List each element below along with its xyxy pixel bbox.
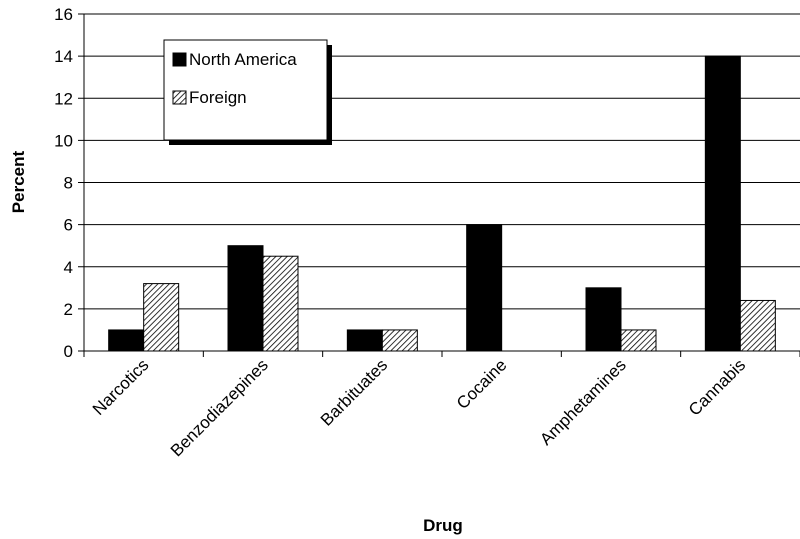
bar-north-america-barbituates — [346, 329, 383, 352]
bar-north-america-cannabis — [704, 55, 741, 352]
y-tick-label: 8 — [64, 174, 73, 193]
y-tick-label: 4 — [64, 258, 73, 277]
bar-foreign-narcotics — [143, 283, 180, 352]
x-tick-label-cocaine: Cocaine — [453, 355, 511, 413]
bars — [108, 55, 776, 352]
y-tick-label: 14 — [54, 47, 73, 66]
bar-north-america-amphetamines — [585, 287, 622, 352]
legend: North America Foreign — [163, 39, 332, 145]
y-tick-label: 12 — [54, 89, 73, 108]
bar-north-america-benzodiazepines — [227, 245, 264, 352]
x-tick-label-benzodiazepines: Benzodiazepines — [167, 355, 272, 460]
x-axis-title: Drug — [423, 516, 463, 535]
x-tick-label-narcotics: Narcotics — [89, 355, 153, 419]
bar-foreign-benzodiazepines — [262, 255, 299, 352]
y-tick-label: 0 — [64, 342, 73, 361]
legend-box — [163, 39, 328, 141]
x-tick-labels: Narcotics Benzodiazepines Barbituates Cocai… — [89, 355, 749, 460]
x-tick-label-cannabis: Cannabis — [685, 355, 749, 419]
bar-north-america-cocaine — [466, 224, 503, 352]
x-tick-label-barbituates: Barbituates — [317, 355, 391, 429]
x-tick-label-amphetamines: Amphetamines — [536, 355, 630, 449]
legend-swatch-north-america — [172, 52, 187, 67]
y-tick-labels: 0 2 4 6 8 10 12 14 16 — [54, 5, 73, 361]
y-tick-label: 16 — [54, 5, 73, 24]
bar-foreign-cannabis — [739, 299, 776, 352]
y-tick-label: 10 — [54, 131, 73, 150]
legend-label-foreign: Foreign — [189, 88, 247, 107]
legend-swatch-foreign — [172, 90, 187, 105]
bar-north-america-narcotics — [108, 329, 145, 352]
axes — [83, 14, 800, 357]
legend-label-north-america: North America — [189, 50, 297, 69]
bar-foreign-barbituates — [381, 329, 418, 352]
y-axis-title: Percent — [9, 150, 28, 213]
bar-foreign-amphetamines — [620, 329, 657, 352]
y-tick-label: 6 — [64, 216, 73, 235]
y-tick-label: 2 — [64, 300, 73, 319]
